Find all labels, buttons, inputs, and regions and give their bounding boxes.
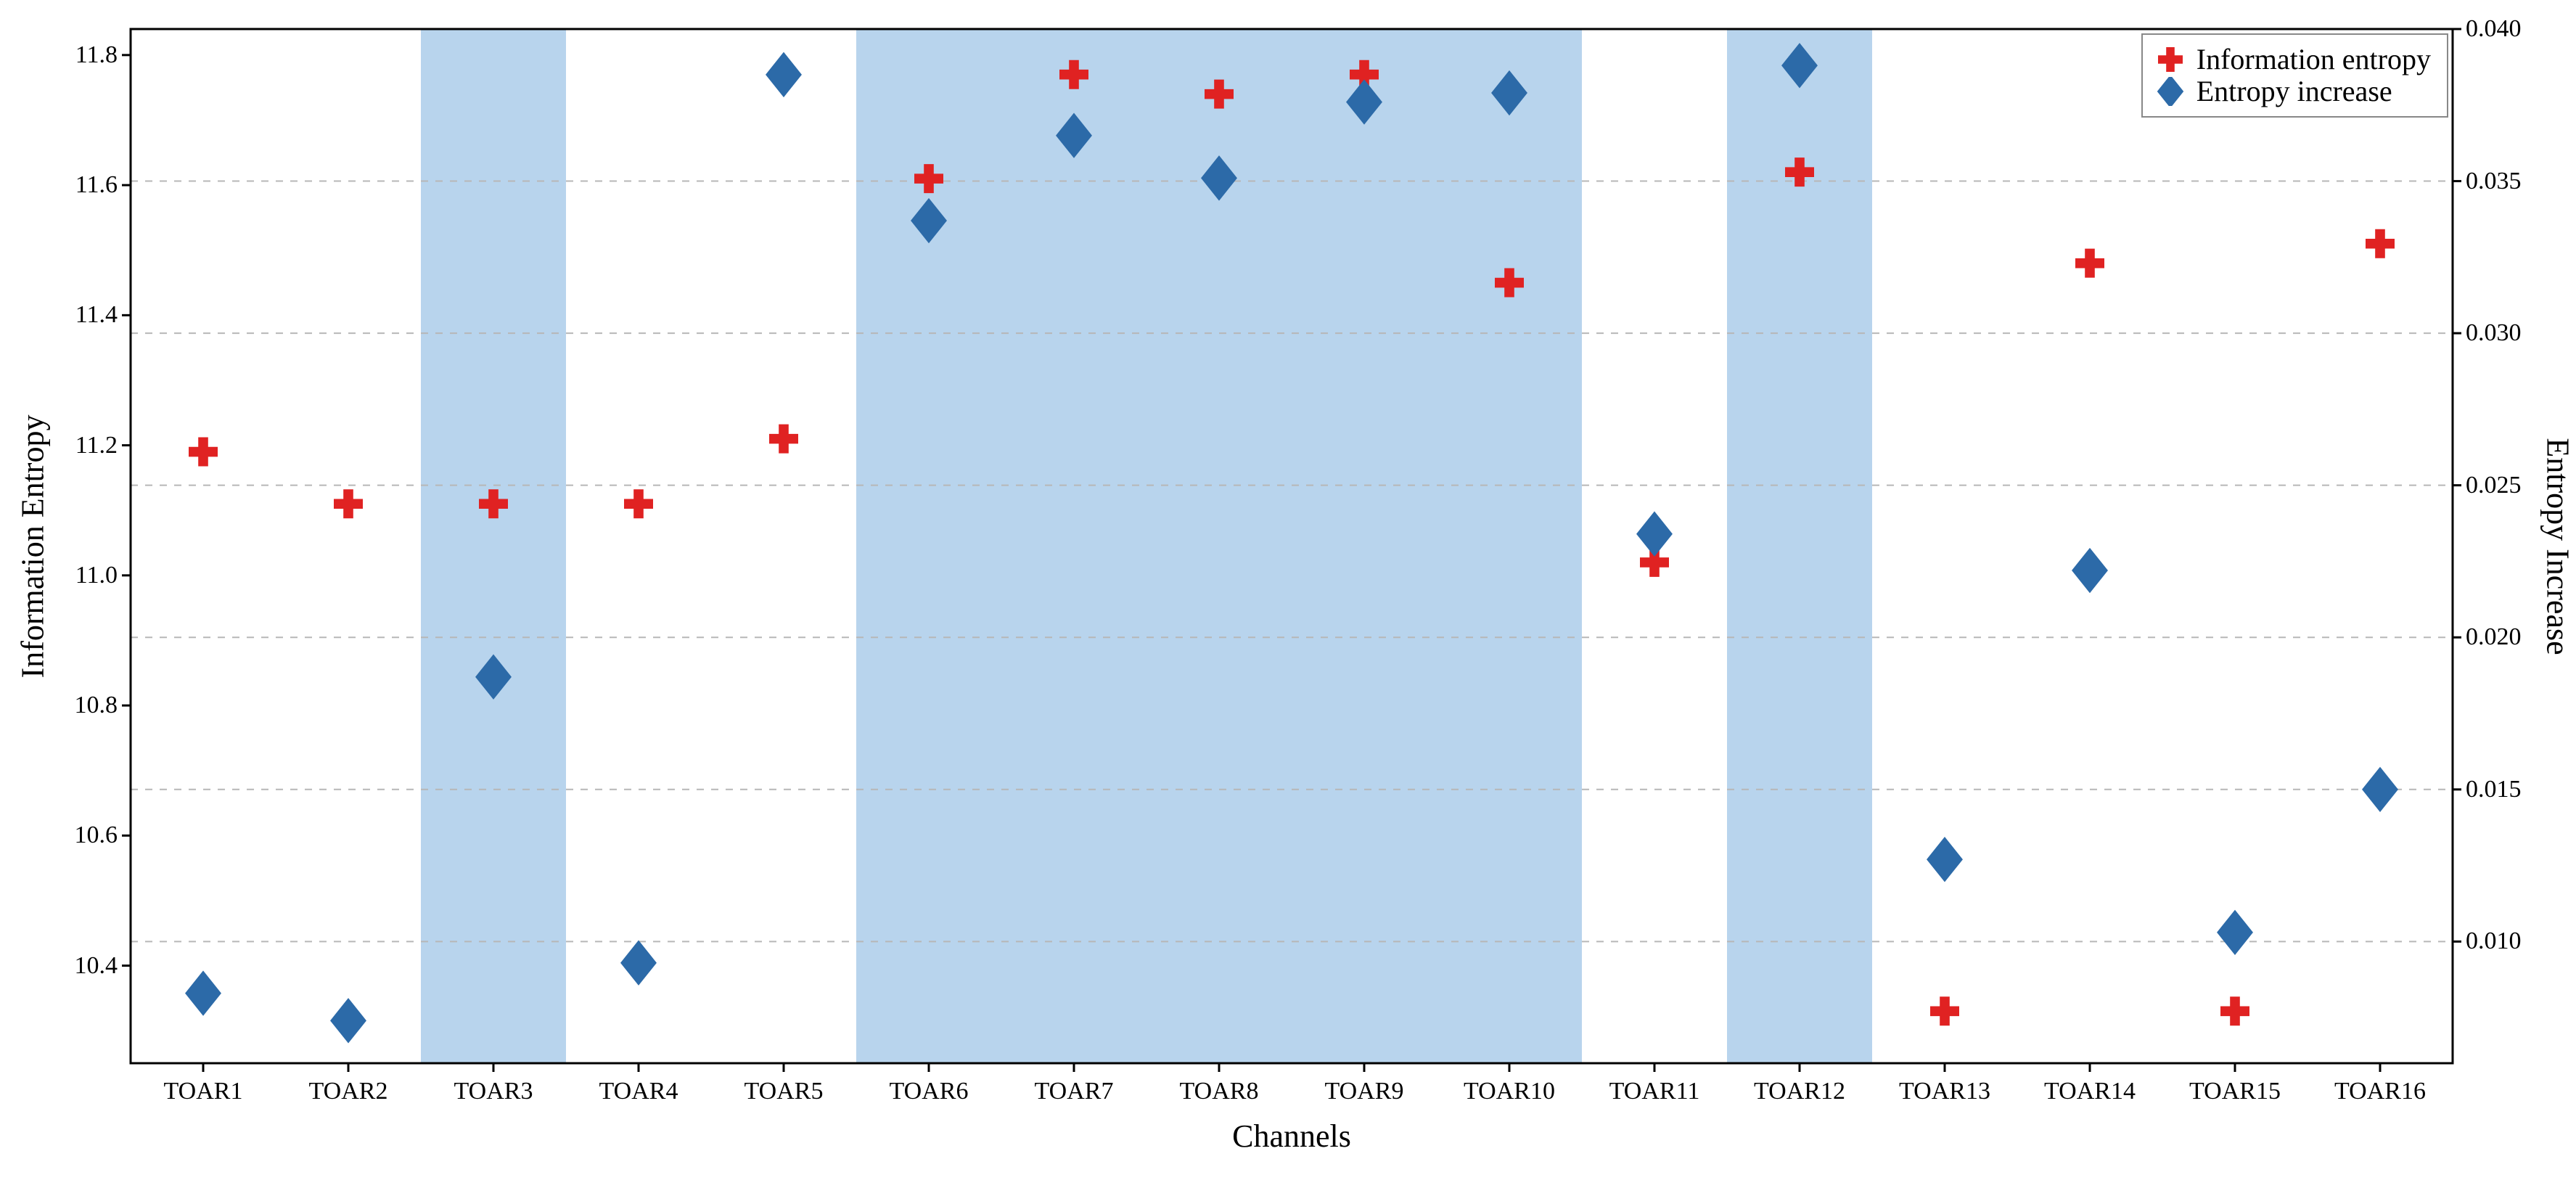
x-tick-label: TOAR12 [1754, 1078, 1845, 1105]
info-entropy-marker [2075, 249, 2104, 278]
x-tick-label: TOAR3 [454, 1078, 533, 1105]
legend: Information entropy Entropy increase [2141, 33, 2448, 118]
y-right-tick-label: 0.015 [2466, 776, 2522, 803]
x-tick-label: TOAR4 [599, 1078, 678, 1105]
info-entropy-marker [334, 489, 363, 518]
info-entropy-marker [189, 438, 218, 467]
y-right-tick-label: 0.035 [2466, 168, 2522, 195]
y-right-tick-label: 0.010 [2466, 927, 2522, 955]
entropy-increase-marker [1927, 837, 1963, 882]
info-entropy-marker [769, 425, 798, 454]
x-tick-label: TOAR6 [890, 1078, 969, 1105]
plus-icon [2156, 45, 2185, 74]
y-right-tick-label: 0.020 [2466, 623, 2522, 651]
x-tick-label: TOAR9 [1325, 1078, 1404, 1105]
x-tick-label: TOAR11 [1609, 1078, 1700, 1105]
y-right-tick-label: 0.040 [2466, 15, 2522, 43]
y-right-tick-label: 0.030 [2466, 319, 2522, 347]
x-tick-label: TOAR16 [2334, 1078, 2426, 1105]
y-right-tick-label: 0.025 [2466, 472, 2522, 499]
x-tick-label: TOAR5 [745, 1078, 824, 1105]
info-entropy-marker [2220, 996, 2249, 1025]
y-left-tick-label: 10.6 [75, 822, 118, 849]
x-tick-label: TOAR8 [1180, 1078, 1259, 1105]
entropy-increase-marker [2072, 548, 2108, 593]
legend-label: Information entropy [2196, 44, 2431, 75]
chart-container: Channels Information Entropy Entropy Inc… [0, 0, 2576, 1204]
info-entropy-marker [1930, 996, 1959, 1025]
y-left-tick-label: 10.8 [75, 692, 118, 719]
info-entropy-marker [2366, 229, 2395, 258]
entropy-increase-marker [1636, 512, 1673, 557]
diamond-icon [2156, 77, 2185, 106]
y-left-tick-label: 11.6 [75, 171, 118, 199]
highlight-band [421, 29, 566, 1063]
x-tick-label: TOAR7 [1035, 1078, 1114, 1105]
y-left-tick-label: 11.4 [75, 301, 118, 329]
x-axis-title: Channels [1232, 1118, 1351, 1155]
y-left-tick-label: 11.0 [75, 562, 118, 589]
x-tick-label: TOAR2 [309, 1078, 388, 1105]
chart-svg [0, 0, 2576, 1204]
y-left-tick-label: 11.8 [75, 41, 118, 69]
x-tick-label: TOAR14 [2044, 1078, 2136, 1105]
entropy-increase-marker [2217, 910, 2253, 955]
entropy-increase-marker [620, 940, 657, 985]
y-axis-left-title: Information Entropy [15, 414, 52, 678]
entropy-increase-marker [330, 998, 366, 1043]
entropy-increase-marker [2362, 767, 2398, 812]
y-left-tick-label: 11.2 [75, 432, 118, 459]
entropy-increase-marker [766, 52, 802, 97]
y-left-tick-label: 10.4 [75, 952, 118, 980]
y-axis-right-title: Entropy Increase [2540, 438, 2576, 655]
x-tick-label: TOAR10 [1464, 1078, 1555, 1105]
legend-item-entropy-increase: Entropy increase [2156, 75, 2431, 107]
x-tick-label: TOAR1 [164, 1078, 243, 1105]
info-entropy-marker [624, 489, 653, 518]
x-tick-label: TOAR13 [1899, 1078, 1990, 1105]
entropy-increase-marker [185, 970, 221, 1015]
x-tick-label: TOAR15 [2189, 1078, 2281, 1105]
legend-label: Entropy increase [2196, 75, 2392, 107]
legend-item-info-entropy: Information entropy [2156, 44, 2431, 75]
